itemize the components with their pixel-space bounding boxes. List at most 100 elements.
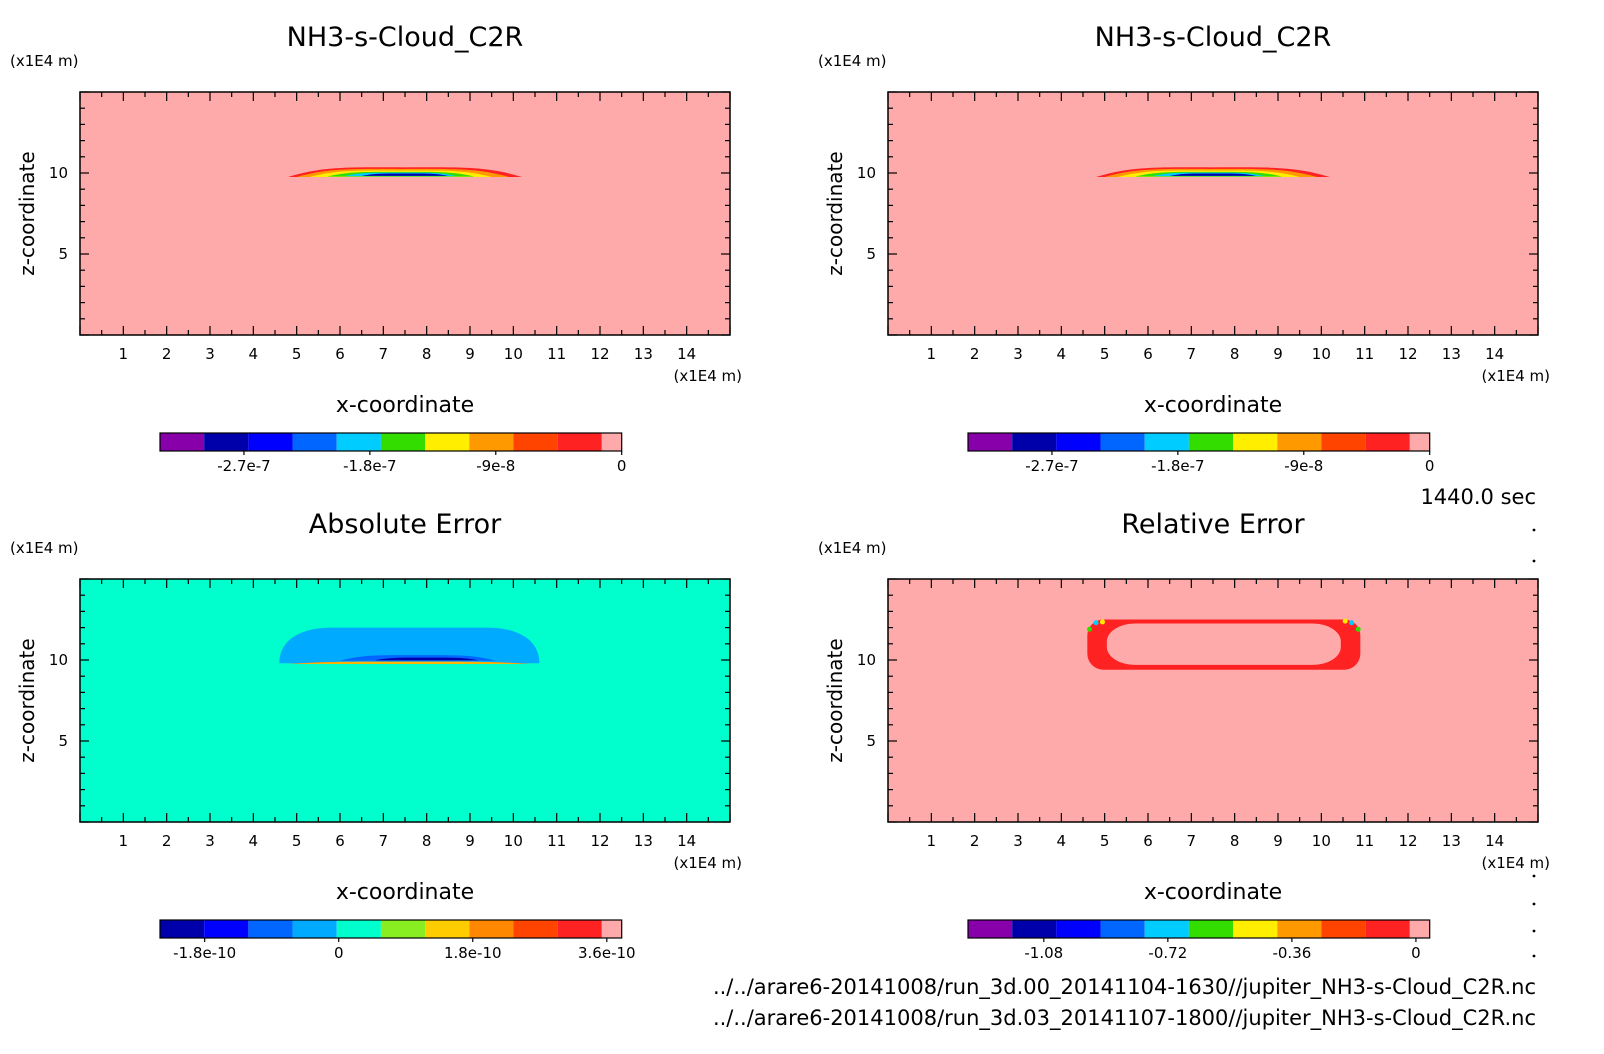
colorbar-swatch	[1188, 920, 1234, 938]
x-tick-label: 5	[1100, 345, 1110, 363]
colorbar: -2.7e-7 -1.8e-7 -9e-8 0	[159, 432, 627, 475]
contour-band	[1169, 173, 1257, 176]
x-tick-label: 14	[677, 832, 696, 850]
x-tick-label: 11	[1355, 345, 1374, 363]
field-contours	[1096, 167, 1330, 178]
axis-ticks	[79, 578, 731, 823]
x-tick-label: 6	[1143, 345, 1153, 363]
x-tick-label: 13	[1442, 345, 1461, 363]
colorbar-swatch	[1100, 920, 1145, 938]
x-tick-label: 10	[1312, 345, 1331, 363]
chart-title: Absolute Error	[309, 509, 502, 540]
x-tick-label: 9	[465, 832, 475, 850]
colorbar-swatch	[1365, 920, 1410, 938]
x-tick-label: 8	[1230, 832, 1240, 850]
axis-ticks	[887, 578, 1539, 823]
colorbar-swatch	[1056, 920, 1101, 938]
contour-dome	[279, 627, 540, 664]
file-path: ../../arare6-20141008/run_3d.00_20141104…	[713, 975, 1536, 1000]
field-contours	[288, 167, 522, 178]
x-tick-label: 12	[590, 832, 609, 850]
x-tick-label: 6	[335, 345, 345, 363]
x-axis-label: x-coordinate	[336, 393, 474, 418]
colorbar-swatch	[425, 920, 470, 938]
y-axis-label: z-coordinate	[823, 638, 847, 762]
colorbar-swatch	[160, 920, 205, 938]
x-tick-label: 9	[1273, 832, 1283, 850]
margin-dot	[1532, 874, 1536, 878]
x-tick-label: 2	[162, 345, 172, 363]
contour-speck	[1087, 626, 1092, 632]
panel-4: Relative Error(x1E4 m)1 2 3 4 5 6 7 8 9 10 11 12 13 1…	[818, 509, 1550, 962]
colorbar-swatch	[469, 433, 514, 451]
colorbar-tick-label: 0	[1411, 944, 1421, 962]
x-tick-label: 1	[119, 345, 129, 363]
colorbar-tick-label: 0	[617, 457, 627, 475]
contour-speck	[1355, 626, 1361, 632]
colorbar-tick-label: -2.7e-7	[217, 457, 270, 475]
x-tick-label: 3	[1013, 832, 1023, 850]
time-label: 1440.0 sec	[1420, 485, 1536, 509]
x-tick-label: 7	[1187, 345, 1197, 363]
x-unit-label: (x1E4 m)	[1481, 367, 1550, 385]
y-unit-label: (x1E4 m)	[818, 52, 887, 70]
panel-2: NH3-s-Cloud_C2R(x1E4 m)1 2 3 4 5 6 7 8 9 10 11 12 13…	[818, 22, 1550, 475]
y-tick-label: 5	[58, 245, 68, 263]
plot-area	[888, 92, 1538, 335]
colorbar-swatch	[336, 433, 381, 451]
colorbar-swatch	[1321, 433, 1366, 451]
colorbar-swatch	[469, 920, 514, 938]
margin-dot	[1532, 902, 1536, 906]
chart-title: Relative Error	[1121, 509, 1305, 540]
x-tick-label: 12	[1398, 345, 1417, 363]
colorbar-frame	[159, 919, 623, 939]
field-contours	[1087, 618, 1361, 670]
x-tick-label: 3	[205, 832, 215, 850]
x-tick-label: 2	[970, 832, 980, 850]
x-tick-label: 13	[634, 832, 653, 850]
colorbar-swatch	[248, 433, 293, 451]
x-tick-label: 12	[1398, 832, 1417, 850]
x-tick-label: 4	[1057, 345, 1067, 363]
x-tick-label: 4	[1057, 832, 1067, 850]
x-tick-label: 11	[1355, 832, 1374, 850]
colorbar-swatch	[1277, 920, 1322, 938]
y-axis-label: z-coordinate	[823, 151, 847, 275]
colorbar-swatch	[204, 433, 249, 451]
x-tick-label: 7	[379, 832, 389, 850]
colorbar-swatch	[513, 920, 558, 938]
x-tick-label: 13	[1442, 832, 1461, 850]
colorbar-swatch	[292, 920, 337, 938]
x-axis-label: x-coordinate	[336, 880, 474, 905]
x-tick-label: 2	[970, 345, 980, 363]
colorbar-tick-label: 0	[334, 944, 344, 962]
colorbar-tick-label: -1.8e-7	[1151, 457, 1204, 475]
colorbar-frame	[159, 432, 623, 452]
colorbar-swatch	[557, 920, 602, 938]
contour-band	[296, 662, 522, 664]
x-axis-label: x-coordinate	[1144, 393, 1282, 418]
colorbar-tick-label: 0	[1425, 457, 1435, 475]
colorbar-tick-label: -1.8e-7	[343, 457, 396, 475]
contour-band	[361, 173, 449, 176]
colorbar-swatch	[1409, 433, 1430, 451]
colorbar-tick-label: -1.08	[1024, 944, 1063, 962]
x-tick-label: 10	[504, 345, 523, 363]
colorbar-swatch	[1365, 433, 1410, 451]
x-tick-label: 9	[465, 345, 475, 363]
plot-area	[888, 579, 1538, 822]
y-tick-label: 5	[866, 732, 876, 750]
x-tick-label: 8	[1230, 345, 1240, 363]
x-axis-label: x-coordinate	[1144, 880, 1282, 905]
contour-speck	[1349, 620, 1355, 626]
x-tick-label: 7	[1187, 832, 1197, 850]
margin-dot	[1532, 528, 1536, 532]
colorbar-swatch	[1233, 433, 1278, 451]
y-unit-label: (x1E4 m)	[818, 539, 887, 557]
colorbar-swatch	[1012, 433, 1057, 451]
x-tick-label: 5	[292, 832, 302, 850]
x-tick-label: 3	[1013, 345, 1023, 363]
y-tick-label: 10	[857, 651, 876, 669]
colorbar-tick-label: -9e-8	[476, 457, 515, 475]
